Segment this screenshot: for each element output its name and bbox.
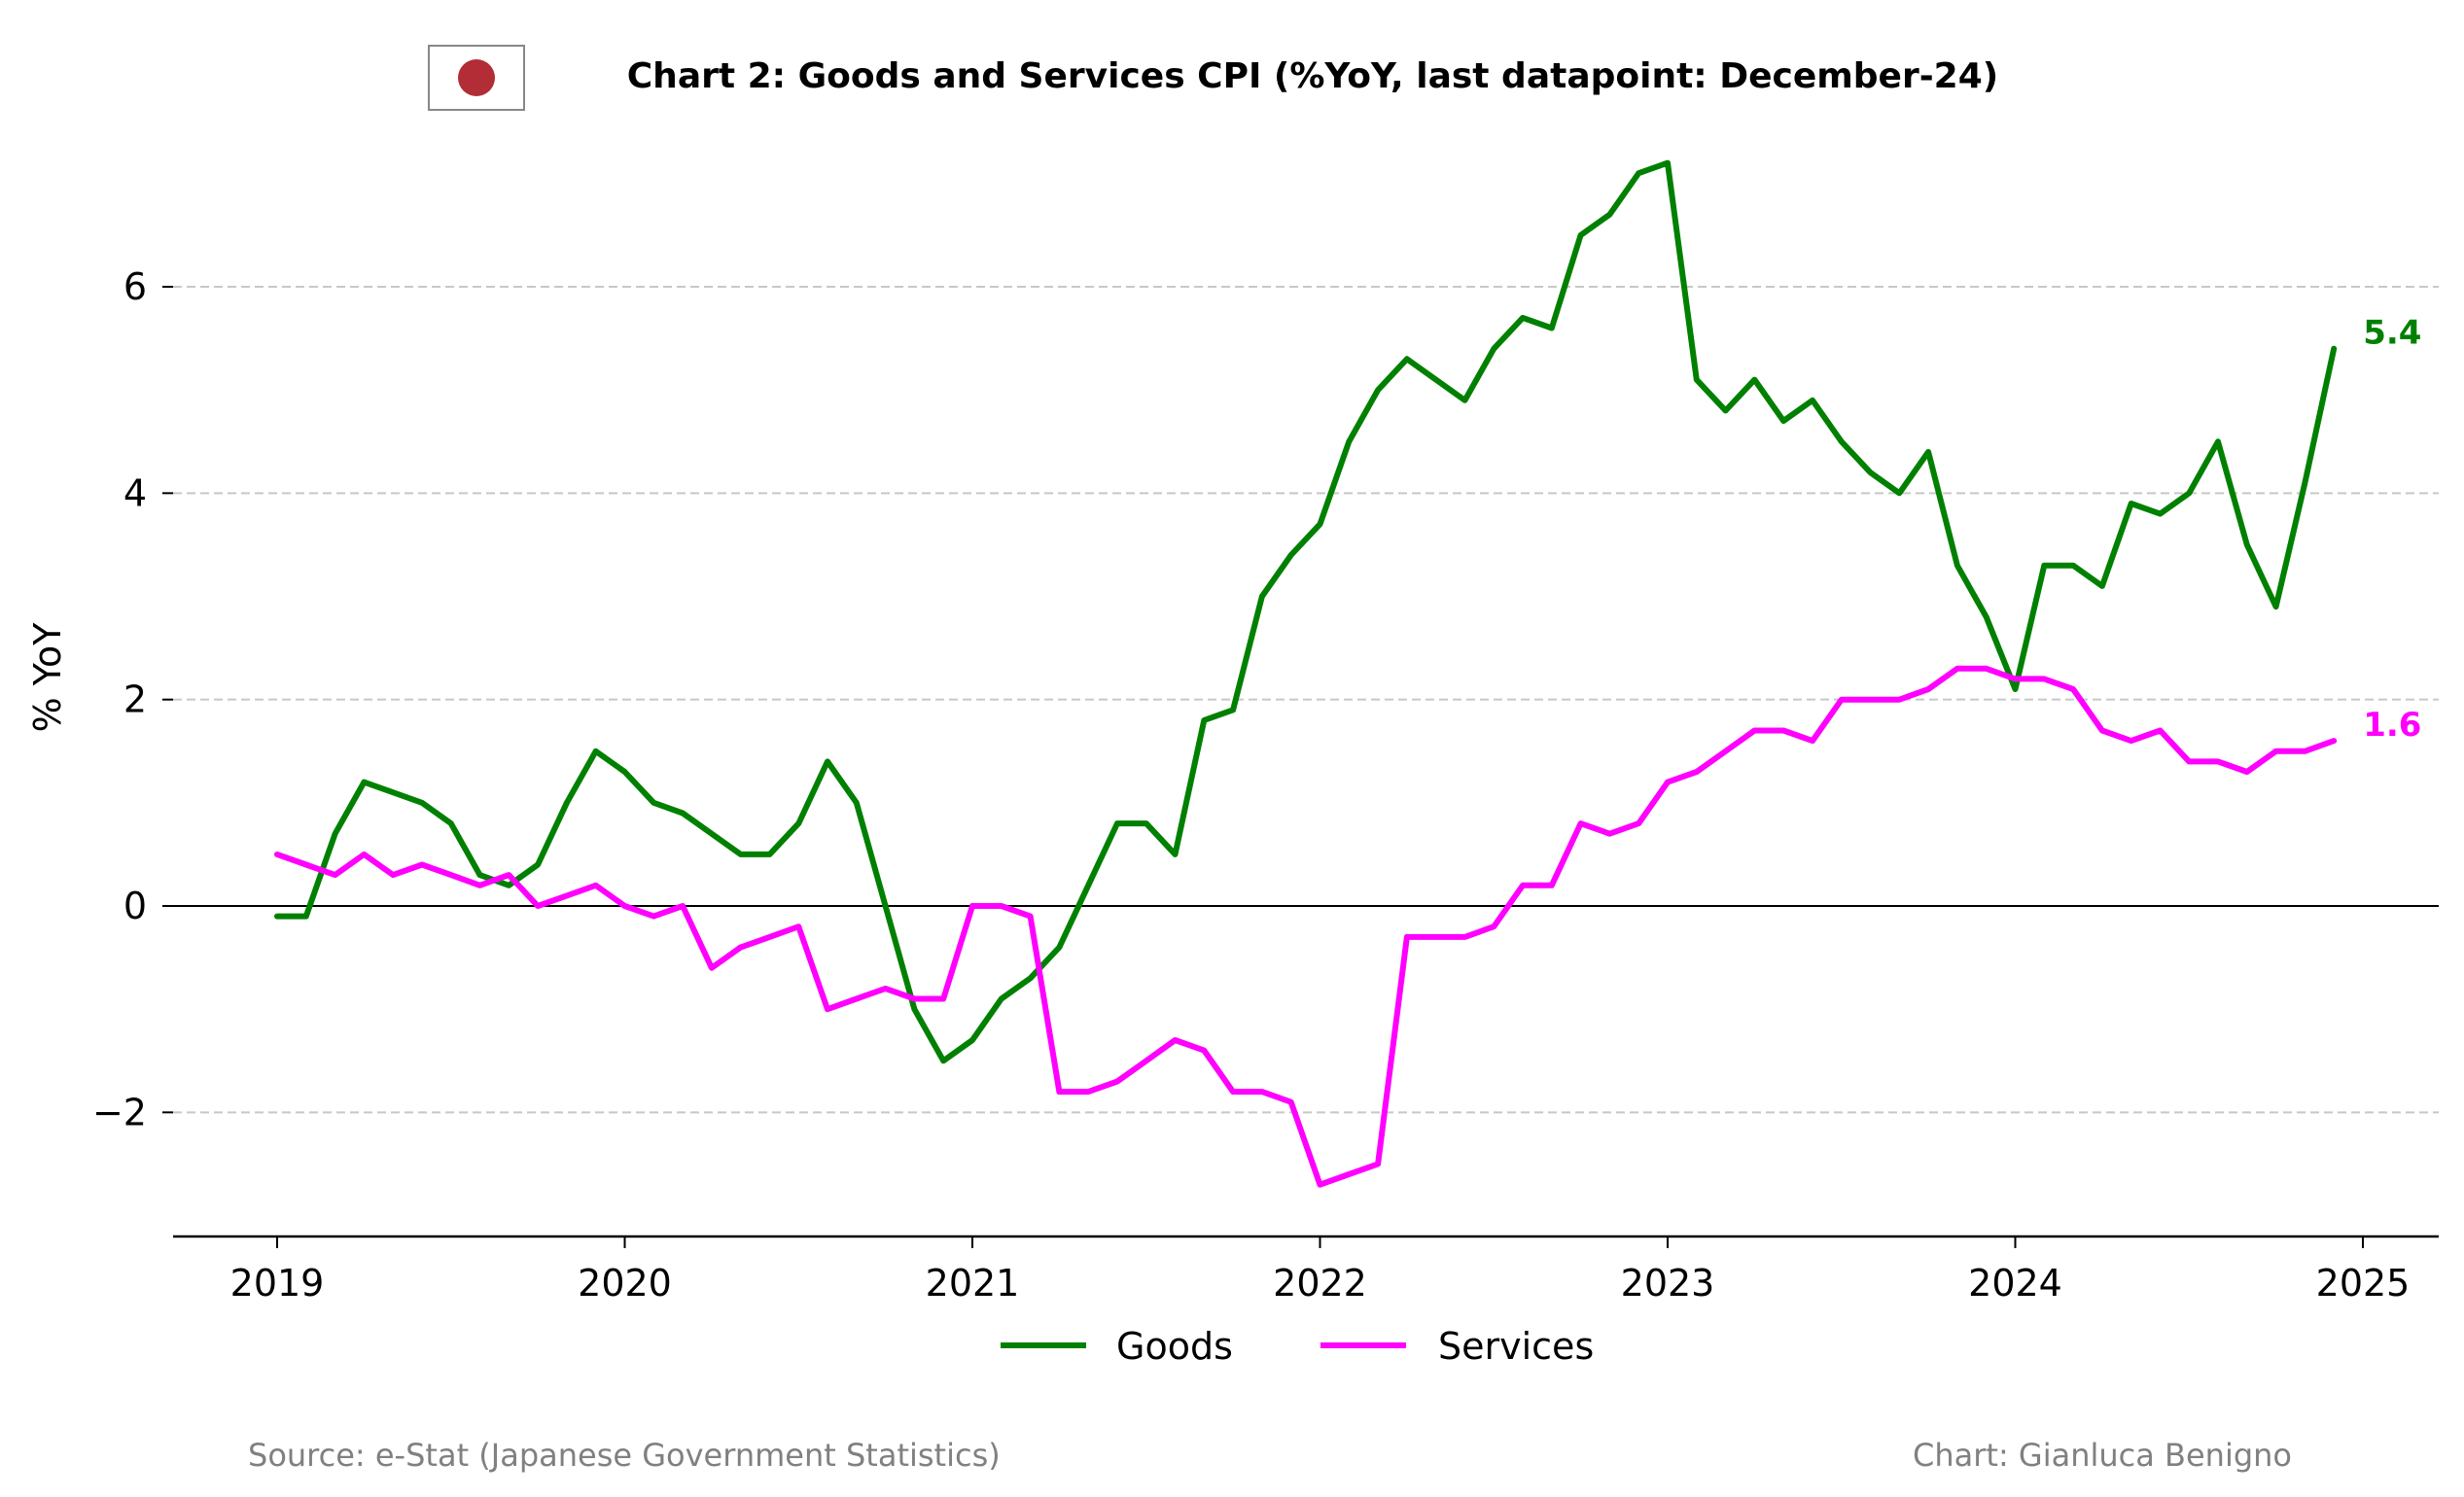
x-axis-ticks: 2019 2020 2021 2022 2023 2024 2025 <box>230 1236 2411 1305</box>
end-label-goods: 5.4 <box>2363 314 2421 353</box>
y-tick-label: 6 <box>123 265 147 308</box>
end-label-services: 1.6 <box>2363 706 2421 745</box>
series-lines <box>274 159 2338 1188</box>
x-tick-label: 2023 <box>1621 1262 1715 1305</box>
x-tick-label: 2020 <box>578 1262 672 1305</box>
x-tick-label: 2025 <box>2316 1262 2411 1305</box>
legend: Goods Services <box>1001 1325 1594 1368</box>
x-tick-label: 2024 <box>1968 1262 2062 1305</box>
series-line-services <box>274 665 2338 1188</box>
legend-label-goods: Goods <box>1116 1325 1233 1368</box>
end-labels: 5.4 1.6 <box>2363 314 2421 745</box>
x-tick-label: 2021 <box>926 1262 1020 1305</box>
y-tick-label: 0 <box>123 885 147 927</box>
x-tick-label: 2019 <box>230 1262 325 1305</box>
y-tick-label: 4 <box>123 471 147 514</box>
y-tick-label: −2 <box>92 1091 147 1133</box>
y-axis-label: % YoY <box>26 622 69 733</box>
chart-title: Chart 2: Goods and Services CPI (%YoY, l… <box>627 56 1998 96</box>
series-line-goods <box>274 159 2338 1064</box>
gridlines <box>173 286 2439 1114</box>
chart-credit: Chart: Gianluca Benigno <box>1913 1437 2292 1474</box>
legend-label-services: Services <box>1438 1325 1594 1368</box>
y-axis-ticks: −2 0 2 4 6 <box>92 265 173 1133</box>
y-tick-label: 2 <box>123 679 147 721</box>
source-note: Source: e-Stat (Japanese Government Stat… <box>248 1437 1001 1474</box>
x-tick-label: 2022 <box>1273 1262 1367 1305</box>
japan-flag-icon <box>428 45 525 111</box>
